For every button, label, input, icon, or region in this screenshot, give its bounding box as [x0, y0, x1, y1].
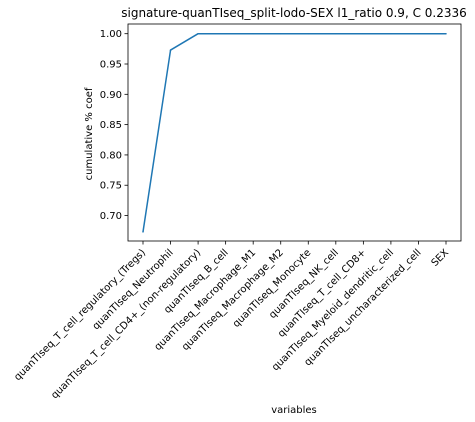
y-tick-label: 0.70: [100, 211, 122, 222]
x-axis-label: variables: [271, 405, 317, 416]
x-tick-label: quanTIseq_Macrophage_M1: [153, 247, 259, 353]
y-axis-ticks: 0.70 0.75 0.80 0.85 0.90 0.95 1.00: [100, 29, 128, 222]
data-point: [197, 32, 199, 35]
y-tick-label: 1.00: [100, 29, 122, 40]
x-tick-label: SEX: [430, 247, 452, 269]
y-tick-label: 0.90: [100, 90, 122, 101]
data-point: [390, 32, 392, 35]
x-axis-ticks: quanTIseq_T_cell_regulatory_(Tregs)quanT…: [12, 241, 451, 401]
data-point: [142, 231, 144, 233]
series-layer: [142, 32, 447, 233]
y-tick-label: 0.75: [100, 181, 122, 192]
data-point: [169, 49, 172, 51]
data-point: [445, 32, 447, 35]
chart-title: signature-quanTIseq_split-lodo-SEX l1_ra…: [121, 6, 467, 20]
data-point: [279, 32, 282, 35]
plot-frame: [127, 23, 462, 242]
y-axis-label: cumulative % coef: [84, 87, 95, 180]
y-tick-label: 0.95: [100, 60, 122, 71]
series-line: [142, 32, 446, 233]
y-tick-label: 0.85: [100, 120, 122, 131]
x-tick-label: quanTIseq_Macrophage_M2: [180, 247, 286, 353]
data-point: [307, 32, 310, 35]
y-tick-label: 0.80: [100, 150, 122, 161]
data-point: [417, 32, 420, 35]
data-point: [224, 32, 227, 35]
data-point: [335, 32, 337, 35]
data-point: [362, 32, 365, 35]
data-point: [252, 32, 254, 35]
